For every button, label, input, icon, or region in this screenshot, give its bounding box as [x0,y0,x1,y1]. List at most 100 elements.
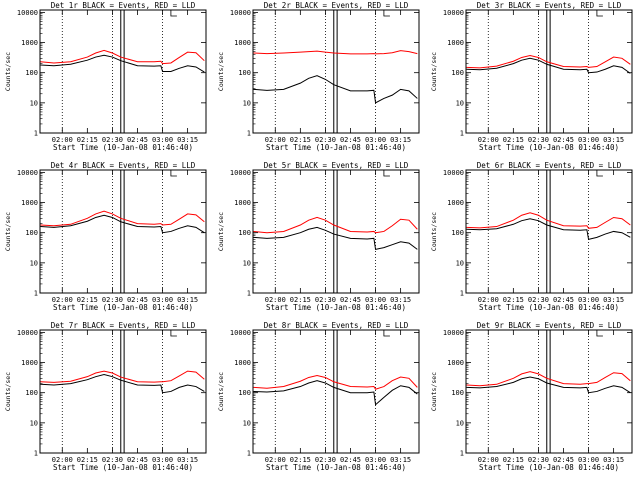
x-tick-label: 02:00 [265,136,286,144]
x-tick-label: 02:15 [77,136,98,144]
y-tick-label: 10 [30,259,38,267]
series-line-events [253,75,418,104]
y-tick-label: 10 [30,99,38,107]
x-tick-label: 02:15 [77,456,98,464]
y-tick-label: 100 [25,229,38,237]
y-tick-label: 1 [247,450,251,458]
x-tick-label: 02:45 [340,456,361,464]
x-tick-label: 02:45 [553,136,574,144]
chart-title: Det 7r BLACK = Events, RED = LLD [51,321,196,330]
x-tick-label: 02:45 [553,456,574,464]
x-tick-label: 03:15 [603,456,624,464]
y-tick-label: 1 [460,290,464,298]
x-tick-label: 02:30 [528,456,549,464]
x-tick-label: 03:15 [603,136,624,144]
y-tick-label: 10000 [17,9,38,17]
x-tick-label: 02:30 [102,136,123,144]
y-axis-label: Counts/sec [217,372,225,411]
x-tick-label: 03:15 [390,296,411,304]
x-tick-label: 02:15 [77,296,98,304]
chart-title: Det 8r BLACK = Events, RED = LLD [264,321,409,330]
plot-frame [252,9,420,134]
y-axis-label: Counts/sec [4,52,12,91]
x-tick-label: 03:00 [365,296,386,304]
x-tick-label: 02:30 [102,296,123,304]
x-tick-label: 02:45 [340,296,361,304]
y-tick-label: 1 [34,290,38,298]
series-line-lld [253,50,418,55]
x-tick-label: 02:00 [478,456,499,464]
y-tick-label: 10 [456,419,464,427]
y-tick-label: 10000 [230,169,251,177]
y-tick-label: 1000 [447,359,464,367]
y-tick-label: 100 [25,389,38,397]
y-axis-label: Counts/sec [430,52,438,91]
x-tick-label: 02:15 [503,296,524,304]
series-line-lld [466,371,631,387]
chart-title: Det 5r BLACK = Events, RED = LLD [264,161,409,170]
y-tick-label: 100 [238,389,251,397]
x-tick-label: 02:00 [52,136,73,144]
chart-panel-2: Det 2r BLACK = Events, RED = LLD 1 10 100 10… [217,1,420,152]
attenuator-marker [596,170,603,177]
x-axis-label: Start Time (10-Jan-08 01:46:40) [266,303,406,312]
x-axis-label: Start Time (10-Jan-08 01:46:40) [479,143,619,152]
x-axis-label: Start Time (10-Jan-08 01:46:40) [53,143,193,152]
chart-panel-4: Det 4r BLACK = Events, RED = LLD 1 10 100 10… [4,161,207,312]
x-axis-label: Start Time (10-Jan-08 01:46:40) [53,303,193,312]
chart-panel-7: Det 7r BLACK = Events, RED = LLD 1 10 100 10… [4,321,207,472]
chart-title: Det 9r BLACK = Events, RED = LLD [477,321,622,330]
y-tick-label: 1000 [21,359,38,367]
x-tick-label: 03:15 [603,296,624,304]
y-tick-label: 10 [243,419,251,427]
attenuator-marker [596,10,603,17]
attenuator-marker [170,10,177,17]
x-tick-label: 02:15 [503,456,524,464]
x-tick-label: 03:00 [365,136,386,144]
y-tick-label: 1000 [234,39,251,47]
x-tick-label: 02:00 [265,456,286,464]
chart-panel-6: Det 6r BLACK = Events, RED = LLD 1 10 100 10… [430,161,633,312]
series-line-lld [40,210,205,227]
y-tick-label: 100 [451,389,464,397]
y-tick-label: 100 [451,69,464,77]
series-line-events [40,54,205,73]
x-tick-label: 02:30 [528,136,549,144]
x-tick-label: 02:00 [52,296,73,304]
x-tick-label: 02:00 [52,456,73,464]
chart-panel-8: Det 8r BLACK = Events, RED = LLD 1 10 100 10… [217,321,420,472]
attenuator-marker [383,330,390,337]
chart-title: Det 2r BLACK = Events, RED = LLD [264,1,409,10]
chart-title: Det 3r BLACK = Events, RED = LLD [477,1,622,10]
chart-panel-9: Det 9r BLACK = Events, RED = LLD 1 10 100 10… [430,321,633,472]
x-tick-label: 02:45 [127,456,148,464]
attenuator-marker [596,330,603,337]
chart-panel-5: Det 5r BLACK = Events, RED = LLD 1 10 100 10… [217,161,420,312]
y-tick-label: 10 [456,99,464,107]
chart-panel-3: Det 3r BLACK = Events, RED = LLD 1 10 100 10… [430,1,633,152]
y-tick-label: 1000 [21,199,38,207]
y-tick-label: 1 [460,450,464,458]
x-tick-label: 03:15 [177,456,198,464]
x-axis-label: Start Time (10-Jan-08 01:46:40) [266,143,406,152]
y-tick-label: 10 [456,259,464,267]
y-tick-label: 100 [25,69,38,77]
chart-panel-1: Det 1r BLACK = Events, RED = LLD 1 10 100 10… [4,1,207,152]
y-tick-label: 100 [451,229,464,237]
x-tick-label: 02:30 [315,456,336,464]
x-tick-label: 03:00 [152,136,173,144]
y-tick-label: 10000 [230,9,251,17]
y-tick-label: 10 [30,419,38,427]
y-tick-label: 10000 [443,329,464,337]
y-tick-label: 10 [243,259,251,267]
series-line-lld [40,49,205,65]
x-tick-label: 02:30 [528,296,549,304]
y-tick-label: 1 [247,290,251,298]
chart-title: Det 6r BLACK = Events, RED = LLD [477,161,622,170]
y-tick-label: 1 [34,130,38,138]
plot-frame [252,329,420,454]
y-tick-label: 100 [238,229,251,237]
series-line-lld [253,216,418,234]
plot-frame [39,9,207,134]
y-tick-label: 10000 [230,329,251,337]
